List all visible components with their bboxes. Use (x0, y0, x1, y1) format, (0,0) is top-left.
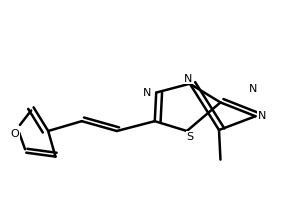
Text: N: N (142, 88, 151, 98)
Text: N: N (258, 111, 266, 121)
Text: O: O (10, 129, 19, 138)
Text: S: S (186, 132, 193, 141)
Text: N: N (249, 84, 257, 94)
Text: N: N (184, 74, 192, 84)
